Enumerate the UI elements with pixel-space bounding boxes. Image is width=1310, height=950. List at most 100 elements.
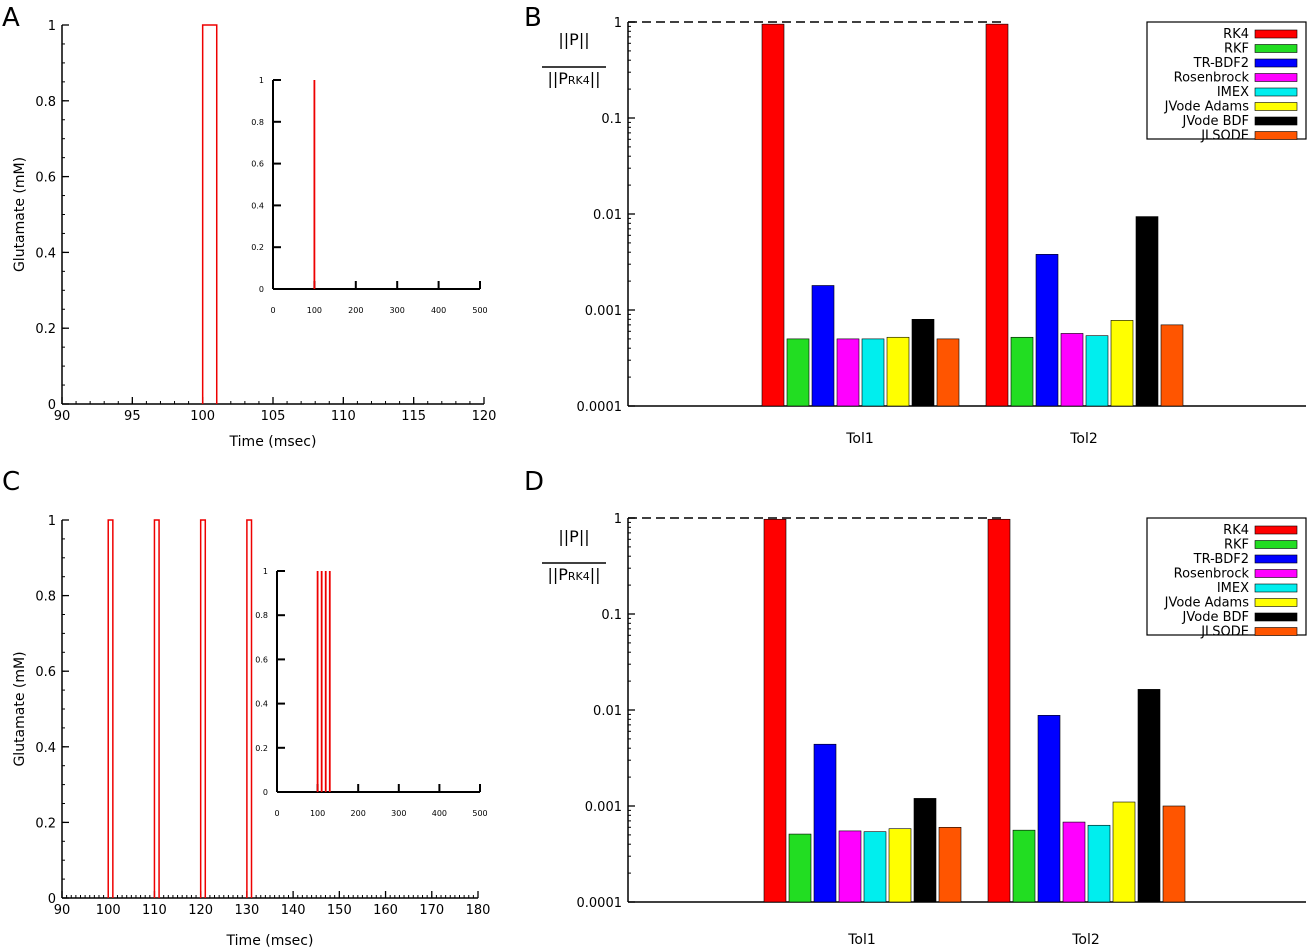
- bar-jvode-bdf-tol1: [913, 798, 937, 903]
- inset-y-tick-label: 1: [263, 567, 268, 576]
- y-tick-label: 0.4: [35, 246, 56, 261]
- inset-y-tick-label: 1: [259, 76, 264, 85]
- y-tick-label: 0.8: [35, 95, 56, 110]
- bar-rk4-tol2: [987, 518, 1011, 903]
- legend-label: JVode BDF: [1182, 610, 1249, 625]
- legend-swatch: [1254, 583, 1298, 593]
- inset-y-tick-label: 0: [259, 285, 264, 294]
- y-tick-label: 0.2: [35, 322, 56, 337]
- legend-label: JVode BDF: [1182, 114, 1249, 129]
- legend-label: Rosenbrock: [1174, 71, 1250, 86]
- y-tick-label: 0.01: [593, 208, 622, 223]
- bar-jlsode-tol1: [936, 338, 960, 407]
- inset-x-tick-label: 400: [431, 306, 446, 315]
- inset-y-tick-label: 0.8: [255, 611, 268, 620]
- bar-jvode-adams-tol2: [1112, 801, 1136, 903]
- x-tick-label: 90: [54, 409, 71, 424]
- y-tick-label: 0: [48, 398, 56, 413]
- legend-swatch: [1254, 73, 1298, 82]
- legend-label: JVode Adams: [1164, 596, 1250, 611]
- legend-label: JVode Adams: [1164, 100, 1250, 115]
- inset-x-tick-label: 500: [472, 306, 487, 315]
- bar-rosenbrock-tol2: [1062, 821, 1086, 903]
- bar-jlsode-tol2: [1162, 805, 1186, 903]
- legend-swatch: [1254, 131, 1298, 140]
- bar-rosenbrock-tol2: [1060, 333, 1084, 407]
- inset-y-tick-label: 0.4: [251, 201, 264, 210]
- legend-swatch: [1254, 612, 1298, 622]
- y-tick-label: 0.4: [35, 741, 56, 756]
- inset-y-tick-label: 0.4: [255, 700, 268, 709]
- bar-rkf-tol1: [788, 833, 812, 903]
- x-tick-label: 90: [54, 903, 71, 918]
- inset-x-tick-label: 300: [390, 306, 405, 315]
- bar-jlsode-tol1: [938, 826, 962, 903]
- x-tick-label: 120: [188, 903, 213, 918]
- x-tick-label: 100: [96, 903, 121, 918]
- bar-jlsode-tol2: [1160, 324, 1184, 407]
- panel-label: C: [2, 467, 20, 497]
- panel-b: B 0.0001 0.001 0.01 0.1 1 ||P|| ||PRK4|| Tol1 Tol…: [524, 3, 1307, 447]
- inset: 0 100 200 300 400 500 0 0.2 0.4 0.6 0.8 1: [251, 76, 487, 315]
- legend-swatch: [1254, 102, 1298, 111]
- glutamate-pulse: [153, 519, 160, 898]
- bar-jvode-bdf-tol2: [1137, 689, 1161, 903]
- x-axis-label: Time (msec): [229, 434, 317, 450]
- inset-x-tick-label: 300: [391, 809, 406, 818]
- legend-label: RK4: [1223, 27, 1249, 42]
- x-tick-label: 105: [261, 409, 286, 424]
- inset-x-tick-label: 0: [270, 306, 275, 315]
- y-tick-label: 0.001: [585, 304, 622, 319]
- x-tick-label: 120: [472, 409, 497, 424]
- bar-rkf-tol2: [1012, 829, 1036, 903]
- x-tick-label: 110: [142, 903, 167, 918]
- inset-x-tick-label: 100: [310, 809, 325, 818]
- inset-y-tick-label: 0.8: [251, 118, 264, 127]
- bar-rk4-tol1: [761, 23, 785, 407]
- inset-x-tick-label: 500: [472, 809, 487, 818]
- category-label: Tol1: [845, 431, 874, 447]
- y-tick-label: 0.6: [35, 665, 56, 680]
- panel-label: B: [524, 3, 542, 33]
- legend-label: JLSODE: [1200, 129, 1249, 144]
- x-tick-label: 95: [124, 409, 141, 424]
- y-tick-label: 0.0001: [577, 400, 623, 415]
- x-tick-label: 100: [190, 409, 215, 424]
- y-tick-label: 0.1: [601, 608, 622, 623]
- y-axis-label: Glutamate (mM): [12, 651, 28, 766]
- legend-swatch: [1254, 44, 1298, 53]
- bar-imex-tol1: [861, 338, 885, 407]
- legend-label: TR-BDF2: [1193, 552, 1249, 567]
- x-tick-label: 130: [234, 903, 259, 918]
- bar-rosenbrock-tol1: [838, 830, 862, 903]
- ratio-numerator: ||P||: [558, 30, 589, 49]
- legend-label: Rosenbrock: [1174, 567, 1250, 582]
- inset-y-tick-label: 0.2: [255, 744, 268, 753]
- legend-swatch: [1254, 525, 1298, 535]
- bar-jvode-adams-tol2: [1110, 320, 1134, 407]
- legend-swatch: [1254, 58, 1298, 68]
- y-axis-label: Glutamate (mM): [12, 157, 28, 272]
- y-tick-label: 0.8: [35, 590, 56, 605]
- y-tick-label: 0: [48, 892, 56, 907]
- bar-tr-bdf2-tol1: [811, 285, 835, 407]
- legend-swatch: [1254, 598, 1298, 607]
- bar-jvode-adams-tol1: [888, 828, 912, 903]
- x-tick-label: 140: [281, 903, 306, 918]
- x-tick-label: 160: [373, 903, 398, 918]
- bar-jvode-adams-tol1: [886, 336, 910, 407]
- bar-rkf-tol2: [1010, 336, 1034, 407]
- x-axis-label: Time (msec): [226, 933, 314, 949]
- glutamate-pulse: [246, 519, 253, 898]
- bar-rk4-tol1: [763, 518, 787, 903]
- bar-tr-bdf2-tol1: [813, 743, 837, 903]
- y-tick-label: 0.2: [35, 816, 56, 831]
- inset-x-tick-label: 200: [348, 306, 363, 315]
- legend-label: RK4: [1223, 523, 1249, 538]
- panel-d: D 0.0001 0.001 0.01 0.1 1 ||P|| ||PRK4|| Tol1 Tol…: [524, 467, 1307, 948]
- y-tick-label: 1: [48, 514, 56, 529]
- panel-c: C90 100 110 120 130 140 150 160 170 18000.20.40.6…: [2, 467, 490, 949]
- ratio-numerator: ||P||: [558, 527, 589, 546]
